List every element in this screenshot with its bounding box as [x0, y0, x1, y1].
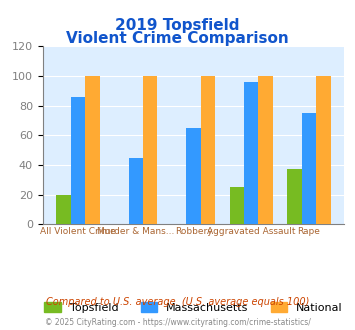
Bar — [56, 195, 71, 224]
Text: Compared to U.S. average. (U.S. average equals 100): Compared to U.S. average. (U.S. average … — [46, 297, 309, 307]
Bar — [143, 76, 157, 224]
Bar — [302, 113, 316, 224]
Bar — [258, 76, 273, 224]
Bar — [230, 187, 244, 224]
Text: Violent Crime Comparison: Violent Crime Comparison — [66, 31, 289, 46]
Legend: Topsfield, Massachusetts, National: Topsfield, Massachusetts, National — [40, 298, 347, 317]
Bar — [85, 76, 100, 224]
Bar — [71, 97, 85, 224]
Bar — [129, 157, 143, 224]
Bar — [316, 76, 331, 224]
Text: 2019 Topsfield: 2019 Topsfield — [115, 18, 240, 33]
Bar — [287, 170, 302, 224]
Bar — [244, 82, 258, 224]
Bar — [186, 128, 201, 224]
Text: © 2025 CityRating.com - https://www.cityrating.com/crime-statistics/: © 2025 CityRating.com - https://www.city… — [45, 318, 310, 327]
Bar — [201, 76, 215, 224]
